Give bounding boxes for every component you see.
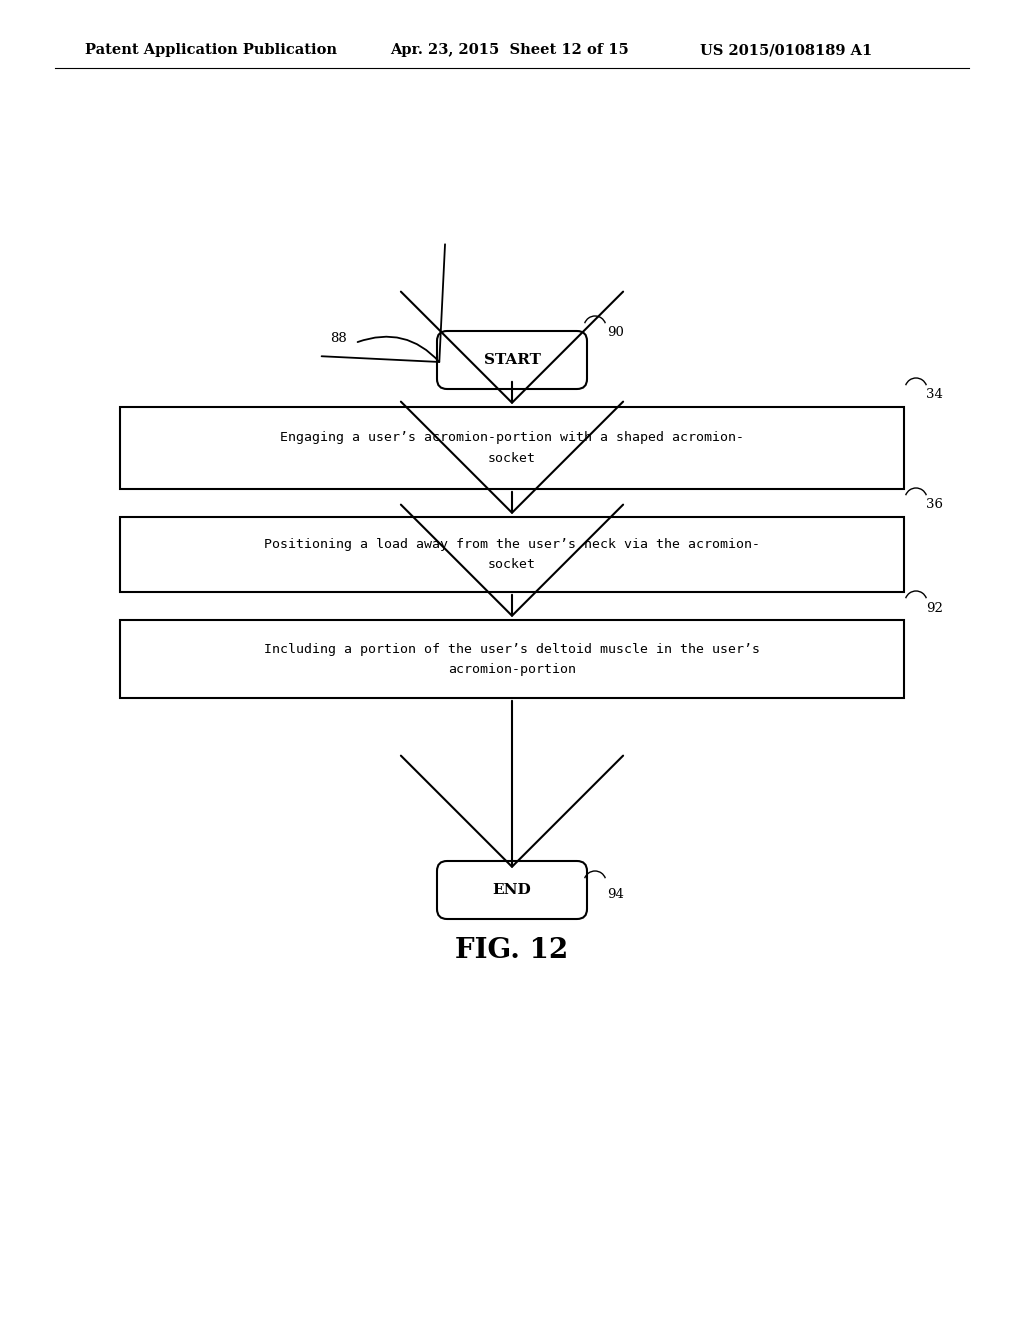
Text: 92: 92 (926, 602, 943, 615)
Text: 36: 36 (926, 499, 943, 511)
Text: Apr. 23, 2015  Sheet 12 of 15: Apr. 23, 2015 Sheet 12 of 15 (390, 44, 629, 57)
Text: Patent Application Publication: Patent Application Publication (85, 44, 337, 57)
Text: 88: 88 (330, 331, 347, 345)
Text: FIG. 12: FIG. 12 (456, 936, 568, 964)
FancyBboxPatch shape (120, 517, 904, 591)
Text: Positioning a load away from the user’s neck via the acromion-
socket: Positioning a load away from the user’s … (264, 539, 760, 572)
Text: START: START (483, 352, 541, 367)
Text: 34: 34 (926, 388, 943, 401)
Text: END: END (493, 883, 531, 898)
Text: Engaging a user’s acromion-portion with a shaped acromion-
socket: Engaging a user’s acromion-portion with … (280, 432, 744, 465)
FancyBboxPatch shape (120, 620, 904, 698)
Text: 94: 94 (607, 888, 624, 902)
Text: US 2015/0108189 A1: US 2015/0108189 A1 (700, 44, 872, 57)
FancyBboxPatch shape (120, 407, 904, 488)
FancyBboxPatch shape (437, 331, 587, 389)
FancyBboxPatch shape (437, 861, 587, 919)
Text: 90: 90 (607, 326, 624, 339)
Text: Including a portion of the user’s deltoid muscle in the user’s
acromion-portion: Including a portion of the user’s deltoi… (264, 643, 760, 676)
